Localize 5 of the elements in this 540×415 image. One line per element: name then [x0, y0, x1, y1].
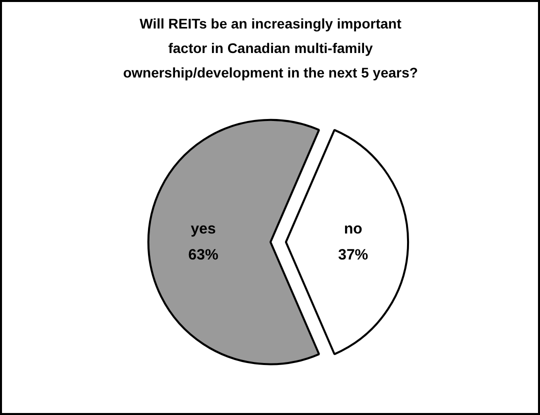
slice-label: yes: [190, 220, 216, 238]
data-label: 63%: [188, 246, 218, 264]
data-label: 37%: [338, 246, 368, 264]
slice-label: no: [344, 220, 362, 238]
chart-title: Will REITs be an increasingly important factor in Canadian multi-family ownership/development in the next 5 years?: [123, 16, 418, 80]
